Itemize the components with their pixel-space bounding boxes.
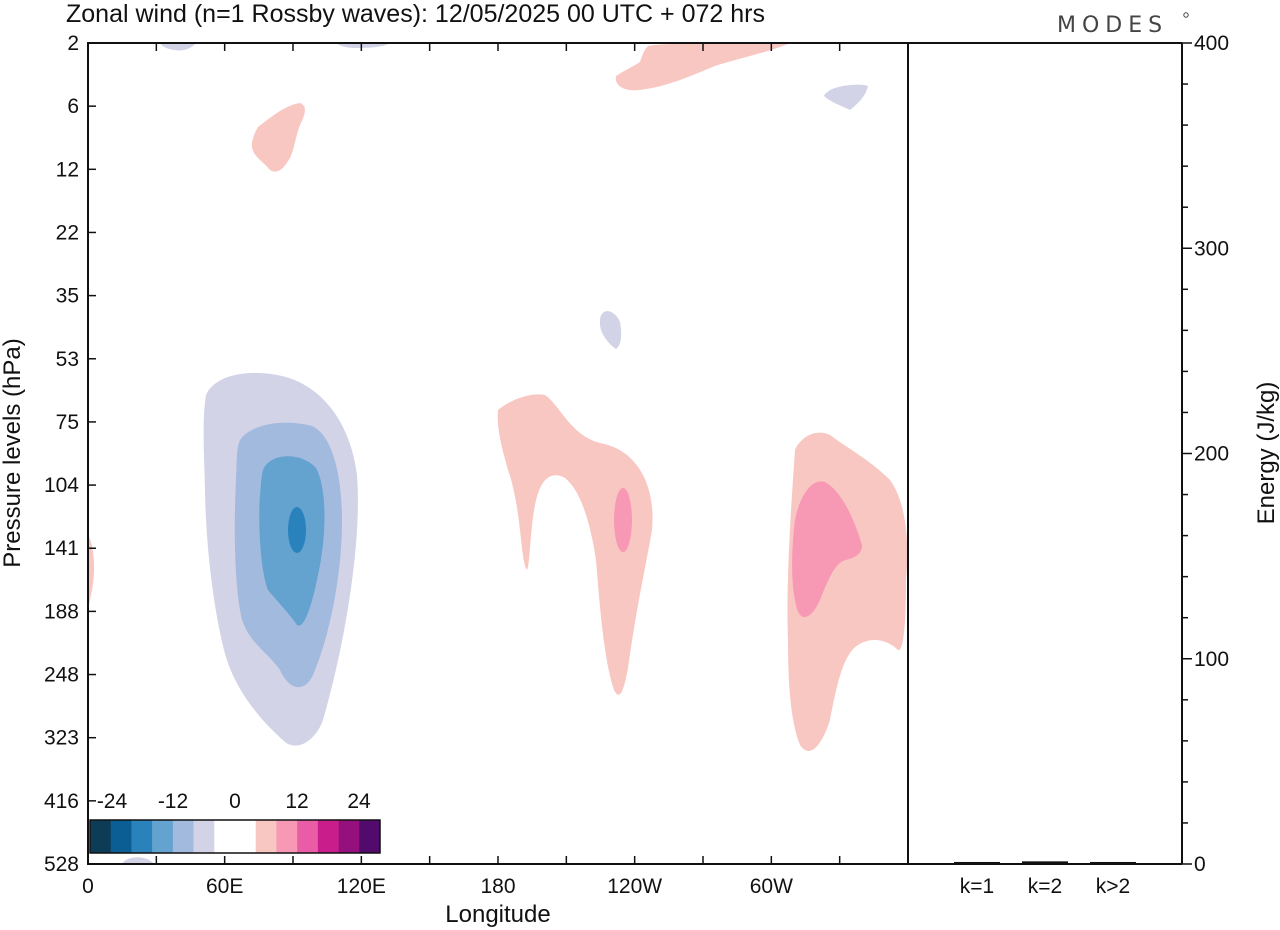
pressure-tick-label: 53 <box>56 348 79 371</box>
pressure-tick-label: 188 <box>44 600 79 623</box>
negative-anomaly-small <box>599 311 622 349</box>
positive-anomaly-left-edge <box>88 535 95 610</box>
negative-anomaly-upper-right <box>824 84 868 110</box>
negative-anomaly-core <box>288 507 306 553</box>
contour-fields <box>88 43 908 864</box>
colorbar-swatch <box>214 820 236 853</box>
colorbar-swatch <box>359 820 381 853</box>
energy-axis-label: Energy (J/kg) <box>1253 382 1280 525</box>
longitude-axis: 0 60E 120E 180 120W 60W <box>82 43 841 898</box>
colorbar-swatch <box>338 820 360 853</box>
pressure-tick-label: 141 <box>44 537 79 560</box>
pressure-tick-label: 35 <box>56 285 79 308</box>
longitude-tick-label: 180 <box>480 875 515 898</box>
energy-category-label: k>2 <box>1096 875 1130 898</box>
x-axis-label: Longitude <box>445 901 550 928</box>
colorbar-swatch <box>317 820 339 853</box>
longitude-tick-label: 120W <box>607 875 662 898</box>
colorbar-swatch <box>193 820 215 853</box>
negative-anomaly-bottom <box>122 857 154 864</box>
colorbar: -24 -12 0 12 24 <box>89 790 381 854</box>
energy-bar <box>1090 861 1136 864</box>
positive-anomaly-east-core <box>792 481 862 618</box>
pressure-tick-label: 75 <box>56 411 79 434</box>
pressure-axis: 2 6 12 22 35 53 75 104 141 188 248 323 416 528 <box>44 32 96 876</box>
colorbar-swatch <box>297 820 319 853</box>
colorbar-swatch <box>235 820 257 853</box>
logo-registered-mark <box>1183 12 1189 18</box>
pressure-tick-label: 416 <box>44 790 79 813</box>
energy-tick-label: 300 <box>1194 237 1229 260</box>
longitude-tick-label: 60W <box>750 875 793 898</box>
colorbar-label: -24 <box>97 790 128 813</box>
colorbar-label: 12 <box>285 790 308 813</box>
negative-anomaly-top-left <box>160 43 196 51</box>
colorbar-label: 0 <box>229 790 241 813</box>
colorbar-swatch <box>172 820 194 853</box>
colorbar-label: 24 <box>347 790 371 813</box>
pressure-tick-label: 6 <box>67 95 79 118</box>
colorbar-swatch <box>90 820 112 853</box>
longitude-tick-label: 0 <box>82 875 94 898</box>
pressure-tick-label: 323 <box>44 727 79 750</box>
pressure-tick-label: 22 <box>56 221 79 244</box>
negative-anomaly-top-mid <box>336 43 390 48</box>
colorbar-label: -12 <box>158 790 188 813</box>
colorbar-swatch <box>152 820 174 853</box>
colorbar-swatch <box>110 820 132 853</box>
longitude-tick-label: 60E <box>206 875 243 898</box>
pressure-tick-label: 528 <box>44 853 79 876</box>
energy-tick-label: 400 <box>1194 32 1229 55</box>
colorbar-frame <box>89 819 381 854</box>
pressure-tick-label: 248 <box>44 664 79 687</box>
energy-tick-label: 100 <box>1194 648 1229 671</box>
energy-category-label: k=1 <box>960 875 994 898</box>
colorbar-swatch <box>276 820 298 853</box>
energy-tick-label: 200 <box>1194 443 1229 466</box>
colorbar-swatch <box>255 820 277 853</box>
energy-bar <box>1022 861 1068 864</box>
energy-panel: 0 100 200 300 400 k=1 k=2 k>2 <box>908 32 1229 898</box>
pressure-tick-label: 2 <box>67 32 79 55</box>
pressure-tick-label: 104 <box>44 474 79 497</box>
chart-title: Zonal wind (n=1 Rossby waves): 12/05/202… <box>66 0 765 28</box>
positive-anomaly-west <box>497 394 653 695</box>
pressure-tick-label: 12 <box>56 158 79 181</box>
longitude-tick-label: 120E <box>337 875 386 898</box>
colorbar-swatch <box>131 820 153 853</box>
positive-anomaly-top <box>615 43 790 91</box>
positive-anomaly-upper <box>251 103 305 172</box>
y-axis-label: Pressure levels (hPa) <box>0 338 26 567</box>
energy-bar <box>954 861 1000 864</box>
modes-logo: MODES <box>1057 13 1168 38</box>
energy-tick-label: 0 <box>1194 853 1206 876</box>
energy-category-label: k=2 <box>1028 875 1062 898</box>
positive-anomaly-west-core <box>614 488 632 552</box>
